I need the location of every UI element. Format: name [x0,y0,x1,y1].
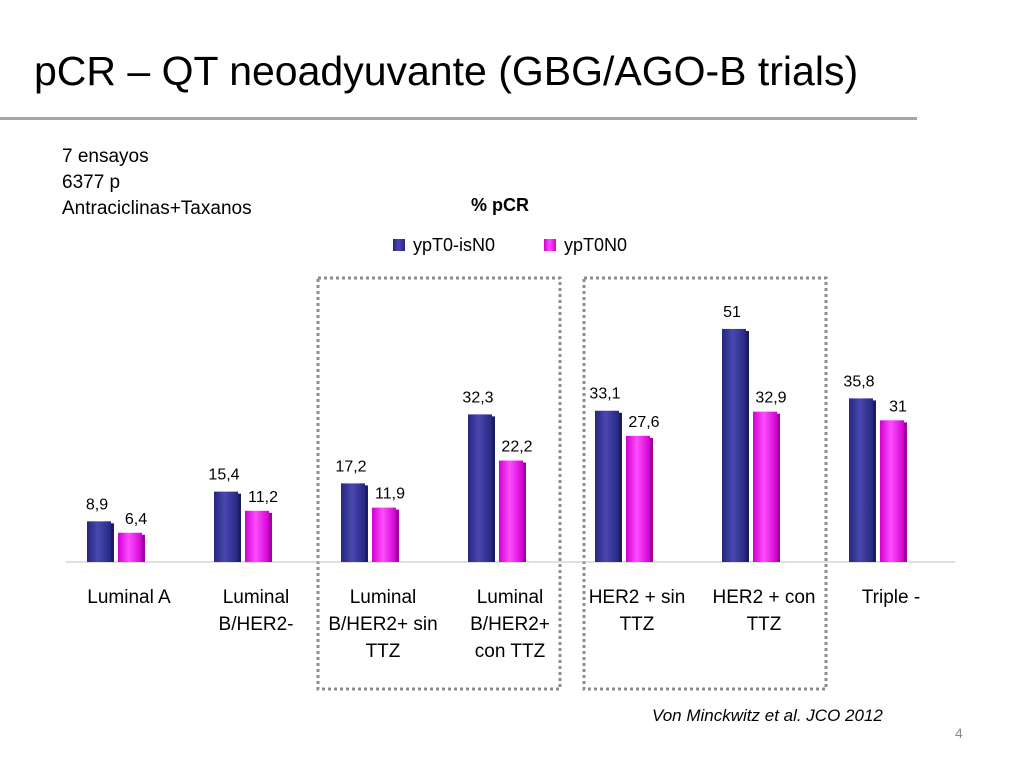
data-label-0-4: 33,1 [589,386,620,403]
bar-depth-0-1 [238,493,241,562]
bar-0-2 [341,483,365,562]
legend-swatch-1 [544,239,556,251]
bar-depth-1-0 [142,534,145,562]
category-label-2-1: B/HER2+ sin [328,614,437,635]
bar-1-2 [372,507,396,562]
category-label-2-2: TTZ [366,641,401,662]
bar-0-0 [87,521,111,562]
bar-1-6 [880,420,904,562]
bar-0-6 [849,398,873,562]
data-label-1-1: 11,2 [248,489,278,506]
data-label-0-6: 35,8 [843,373,874,390]
data-label-0-1: 15,4 [208,467,239,484]
bar-depth-1-2 [396,509,399,562]
bar-depth-0-5 [746,330,749,562]
data-label-1-5: 32,9 [755,390,786,407]
category-label-1-1: B/HER2- [219,614,294,635]
bar-0-4 [595,410,619,562]
data-label-1-0: 6,4 [125,511,147,528]
bar-depth-0-2 [365,485,368,562]
bar-depth-0-3 [492,416,495,562]
data-label-1-2: 11,9 [375,486,405,503]
bar-0-3 [468,414,492,562]
bar-depth-1-1 [269,512,272,562]
citation: Von Minckwitz et al. JCO 2012 [652,706,883,725]
highlight-box-0 [316,276,562,691]
bar-1-5 [753,411,777,562]
data-label-0-5: 51 [723,304,741,321]
bar-1-0 [118,532,142,562]
info-line-patients: 6377 p [62,172,121,193]
slide-title: pCR – QT neoadyuvante (GBG/AGO-B trials) [34,48,859,94]
category-label-2-0: Luminal [350,587,417,608]
title-underline [0,117,917,120]
bar-1-3 [499,460,523,562]
legend-label-1: ypT0N0 [564,235,627,255]
bar-1-4 [626,435,650,562]
slide-number: 4 [955,725,963,741]
bar-0-1 [214,491,238,562]
legend-swatch-0 [393,239,405,251]
data-label-1-4: 27,6 [628,414,659,431]
category-label-0-0: Luminal A [87,587,171,608]
data-label-0-2: 17,2 [335,458,366,475]
bar-depth-0-0 [111,523,114,562]
bar-depth-1-6 [904,422,907,562]
bar-0-5 [722,328,746,562]
legend-label-0: ypT0-isN0 [413,235,495,255]
bar-depth-1-5 [777,413,780,562]
data-label-1-3: 22,2 [501,439,532,456]
info-line-trials: 7 ensayos [62,146,149,167]
bar-depth-1-3 [523,462,526,562]
category-label-3-1: B/HER2+ [470,614,550,635]
highlight-box-1 [582,276,828,691]
bar-depth-0-4 [619,412,622,562]
data-label-0-3: 32,3 [462,389,493,406]
category-label-3-0: Luminal [477,587,544,608]
category-label-4-1: TTZ [620,614,655,635]
bar-depth-0-6 [873,400,876,562]
category-label-5-0: HER2 + con [713,587,816,608]
info-line-regimen: Antraciclinas+Taxanos [62,198,252,219]
bar-depth-1-4 [650,437,653,562]
study-info: 7 ensayos 6377 p Antraciclinas+Taxanos [62,144,252,222]
category-label-1-0: Luminal [223,587,290,608]
bar-1-1 [245,510,269,562]
category-label-5-1: TTZ [747,614,782,635]
data-label-1-6: 31 [889,398,907,415]
data-label-0-0: 8,9 [86,496,108,513]
category-label-6-0: Triple - [862,587,920,608]
category-label-4-0: HER2 + sin [589,587,686,608]
chart-title: % pCR [471,195,529,215]
category-label-3-2: con TTZ [475,641,546,662]
